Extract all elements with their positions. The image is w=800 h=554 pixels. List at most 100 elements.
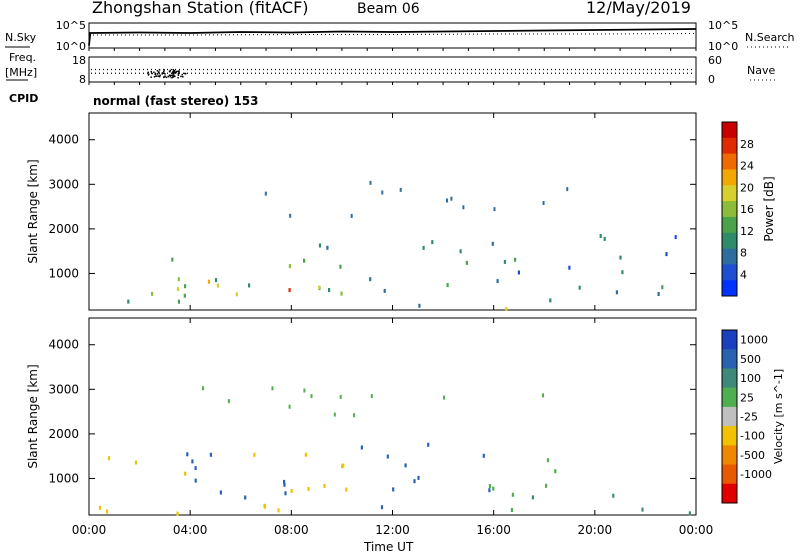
velocity-cell: [380, 505, 384, 510]
velocity-panel-frame: [88, 317, 697, 516]
velocity-colorbar-swatch: [722, 445, 737, 466]
velocity-colorbar-tick: 100: [740, 372, 761, 385]
velocity-cell: [134, 460, 138, 465]
power-colorbar-tick: 20: [740, 181, 754, 194]
nave-label: Nave: [747, 64, 776, 77]
power-cell: [462, 205, 465, 210]
freq-scatter-point: [181, 73, 184, 76]
freq-scatter-point: [155, 75, 157, 77]
velocity-cell: [186, 452, 189, 457]
freq-scatter-point: [182, 75, 184, 78]
freq-scatter-point: [161, 73, 163, 75]
power-cell: [459, 249, 462, 254]
power-cell: [621, 270, 624, 275]
noise-series: 10^5 10^0 10^5 10^0: [5, 19, 790, 53]
power-cell: [445, 198, 448, 203]
freq-scatter-point: [165, 76, 168, 79]
freq-scatter-point: [150, 76, 152, 78]
velocity-colorbar-swatch: [722, 330, 737, 350]
velocity-colorbar-swatch: [722, 368, 737, 389]
power-colorbar-tick: 12: [740, 225, 754, 238]
velocity-cell: [341, 464, 344, 469]
velocity-cell: [253, 452, 256, 457]
velocity-cell: [303, 388, 306, 393]
noise-left-tick-top: 10^5: [56, 19, 86, 32]
power-cell: [235, 292, 238, 297]
velocity-colorbar-tick: -100: [740, 430, 765, 443]
velocity-ytick-label: 4000: [48, 338, 79, 352]
power-cell: [127, 299, 130, 304]
x-tick-label: 20:00: [578, 523, 613, 537]
freq-scatter-point: [156, 75, 158, 77]
power-colorbar-swatch: [722, 216, 737, 234]
power-cell: [422, 245, 425, 250]
axis-ticks: 1000 2000 3000 4000 Slant Range [km] 1000 2000…: [26, 48, 713, 537]
velocity-cell: [427, 442, 430, 447]
velocity-cell: [488, 488, 491, 493]
freq-scatter-point: [158, 71, 160, 73]
freq-scatter-point: [175, 70, 178, 73]
station-title: Zhongshan Station (fitACF): [92, 0, 309, 17]
power-heatmap: [127, 180, 677, 311]
freq-scatter-point: [153, 76, 156, 78]
power-colorbar-label: Power [dB]: [762, 176, 776, 241]
power-colorbar-swatch: [722, 153, 737, 170]
power-ytick-label: 4000: [48, 133, 79, 147]
freq-scatter-point: [158, 75, 161, 78]
velocity-cell: [353, 413, 356, 418]
power-cell: [578, 285, 581, 290]
freq-scatter-point: [177, 72, 180, 75]
velocity-cell: [323, 483, 326, 488]
velocity-cell: [105, 509, 109, 514]
freq-scatter-point: [171, 72, 174, 74]
velocity-cell: [227, 399, 230, 404]
velocity-cell: [244, 495, 247, 500]
velocity-cell: [219, 490, 222, 495]
x-tick-label: 04:00: [173, 523, 208, 537]
freq-tick-top: 18: [72, 54, 86, 67]
velocity-colorbar-swatch: [722, 483, 737, 504]
freq-scatter-point: [169, 75, 172, 78]
power-colorbar-tick: 4: [740, 268, 747, 281]
freq-scatter-point: [171, 74, 174, 76]
frequency-series: 18 8 60 0: [6, 54, 775, 86]
velocity-colorbar-tick: -1000: [740, 468, 772, 481]
freq-scatter-point: [178, 71, 180, 73]
velocity-cell: [511, 492, 514, 497]
x-axis-title: Time UT: [364, 540, 414, 554]
power-cell: [369, 277, 372, 282]
freq-scatter-point: [184, 72, 186, 75]
power-ylabel: Slant Range [km]: [26, 159, 40, 263]
velocity-cell: [283, 479, 286, 484]
power-cell: [369, 180, 372, 185]
power-cell: [318, 243, 322, 248]
velocity-cell: [612, 493, 615, 498]
power-cell: [619, 255, 622, 260]
velocity-cell: [288, 404, 291, 409]
power-cell: [505, 307, 508, 311]
power-cell: [399, 187, 402, 192]
x-tick-label: 00:00: [72, 523, 107, 537]
freq-scatter-point: [167, 75, 170, 78]
power-cell: [514, 257, 517, 262]
x-tick-label: 08:00: [274, 523, 309, 537]
power-cell: [465, 260, 468, 265]
freq-scatter-point: [164, 75, 166, 77]
power-cell: [381, 190, 384, 195]
power-cell: [289, 213, 292, 218]
velocity-colorbar-swatch: [722, 406, 737, 427]
freq-scatter-point: [156, 70, 159, 72]
noise-line-nsky: [88, 28, 697, 46]
power-cell: [288, 288, 291, 293]
velocity-cell: [542, 393, 545, 398]
velocity-ylabel: Slant Range [km]: [26, 364, 40, 468]
power-colorbar-swatch: [722, 248, 737, 265]
freq-scatter-point: [180, 75, 182, 78]
velocity-cell: [307, 487, 310, 491]
x-tick-label: 16:00: [476, 523, 511, 537]
velocity-cell: [360, 445, 363, 450]
velocity-colorbar-swatch: [722, 464, 737, 485]
freq-scatter-point: [173, 70, 175, 72]
velocity-cell: [641, 507, 644, 512]
